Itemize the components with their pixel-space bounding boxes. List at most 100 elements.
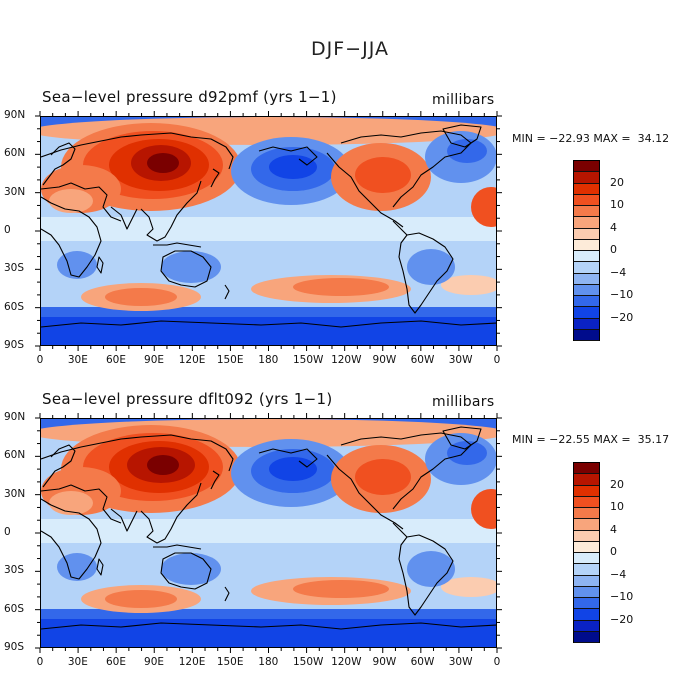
units-label: millibars [432, 92, 495, 108]
coastline [258, 146, 318, 166]
coastline [224, 586, 230, 602]
colorbar-swatch [574, 530, 599, 542]
coastline [442, 124, 482, 148]
colorbar-swatch [574, 586, 599, 598]
longitude-tick-label: 60W [410, 354, 435, 366]
panel-bottom: Sea−level pressure dflt092 (yrs 1−1) mil… [0, 0, 700, 668]
colorbar-swatch [574, 172, 599, 184]
colorbar-label: −20 [610, 612, 634, 626]
colorbar-label: 0 [610, 243, 617, 256]
north-pacific-low-core [269, 155, 317, 179]
coastline [41, 484, 122, 524]
longitude-tick-label: 60E [105, 656, 126, 668]
longitude-tick-label: 120W [331, 656, 362, 668]
longitude-tick-label: 60E [105, 354, 126, 366]
coastline [153, 242, 202, 248]
coastline [392, 220, 408, 236]
colorbar-swatch [574, 541, 599, 553]
coastline [392, 522, 408, 538]
colorbar-label: −10 [610, 590, 634, 603]
coastline [96, 558, 104, 576]
australian-low [161, 251, 221, 283]
antarctic-deep-low-band [41, 619, 496, 647]
colorbar-label: −20 [610, 310, 634, 324]
coastline [140, 482, 202, 544]
colorbar-swatch [574, 485, 599, 497]
longitude-tick-label: 150W [292, 656, 324, 668]
latitude-tick-label: 30S [4, 564, 25, 577]
latitude-tick-label: 30N [4, 487, 26, 500]
coastline [153, 544, 202, 550]
longitude-tick-label: 30W [448, 354, 473, 366]
colorbar-swatch [574, 217, 599, 229]
latitude-tick-label: 0 [4, 526, 11, 538]
coastline [41, 132, 234, 170]
longitude-tick-label: 0 [36, 354, 44, 366]
south-indian-high-core [105, 288, 177, 306]
coastline [398, 232, 454, 314]
colorbar-label: 20 [610, 477, 624, 491]
colorbar-swatch [574, 519, 599, 531]
colorbar-label: 20 [610, 175, 624, 189]
coastline [42, 142, 76, 186]
coastline [41, 182, 122, 222]
colorbar-swatch [574, 206, 599, 218]
longitude-tick-label: 90W [372, 354, 397, 366]
latitude-tick-label: 60N [4, 449, 26, 462]
south-american-low [407, 249, 455, 285]
coastline [41, 622, 496, 630]
coastline [258, 448, 318, 468]
longitude-tick-label: 30E [67, 656, 88, 668]
colorbar-swatch [574, 620, 599, 632]
south-pacific-high-core [293, 580, 389, 598]
tropical-band [41, 217, 496, 241]
latitude-tick-label: 60S [4, 602, 25, 615]
coastline [326, 152, 404, 228]
colorbar-swatch [574, 307, 599, 319]
min-max-label: MIN = −22.55 MAX = 35.17 [512, 433, 670, 446]
colorbar-swatch [574, 575, 599, 587]
map-field-svg [41, 419, 496, 647]
longitude-tick-label: 150W [292, 354, 324, 366]
asian-high-peak [147, 455, 179, 475]
east-atlantic-high [471, 187, 496, 227]
south-pacific-high-core [293, 278, 389, 296]
south-african-low [57, 553, 97, 581]
east-atlantic-high [471, 489, 496, 529]
longitude-tick-label: 0 [36, 656, 44, 668]
coastline [41, 498, 102, 580]
colorbar-label: 4 [610, 220, 617, 234]
longitude-tick-label: 90E [144, 354, 165, 366]
longitude-tick-label: 150E [216, 354, 244, 366]
north-american-high-core [355, 157, 411, 193]
coastline [398, 534, 454, 616]
colorbar-label: −4 [610, 567, 627, 581]
colorbar-swatch [574, 194, 599, 206]
longitude-tick-label: 30E [67, 354, 88, 366]
latitude-tick-label: 90S [4, 641, 25, 653]
colorbar-label: 0 [610, 545, 617, 558]
longitude-tick-label: 0 [493, 656, 501, 668]
colorbar-label: 4 [610, 522, 617, 536]
coastline [41, 196, 102, 278]
main-title: DJF−JJA [311, 38, 389, 60]
latitude-tick-label: 90S [4, 339, 25, 351]
south-african-low [57, 251, 97, 279]
tropical-band [41, 519, 496, 543]
colorbar-swatch [574, 553, 599, 565]
colorbar-swatch [574, 598, 599, 610]
coastline [210, 168, 220, 188]
longitude-tick-label: 120E [178, 354, 206, 366]
colorbar-swatch [574, 508, 599, 520]
colorbar-swatch [574, 496, 599, 508]
coastline [42, 444, 76, 488]
coastline [442, 426, 482, 450]
colorbar-swatch [574, 251, 599, 263]
colorbar-swatch [574, 228, 599, 240]
latitude-tick-label: 60N [4, 147, 26, 160]
south-indian-high-core [105, 590, 177, 608]
min-max-label: MIN = −22.93 MAX = 34.12 [512, 132, 670, 145]
longitude-tick-label: 0 [493, 354, 501, 366]
antarctic-deep-low-band [41, 317, 496, 345]
latitude-tick-label: 90N [4, 411, 26, 423]
